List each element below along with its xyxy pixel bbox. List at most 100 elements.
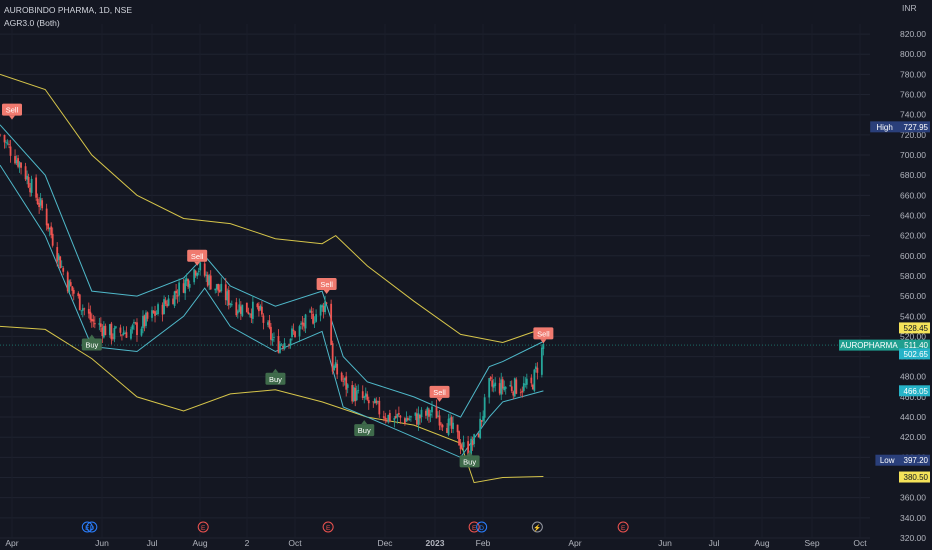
grid-lines <box>0 24 870 539</box>
candle-body <box>426 407 429 416</box>
candle-body <box>152 310 155 313</box>
event-marker[interactable]: ⚡ <box>531 521 543 533</box>
candle-body <box>197 271 200 272</box>
candle-body <box>154 311 156 316</box>
candle-body <box>239 306 242 314</box>
candle-body <box>494 382 497 387</box>
candle-body <box>354 387 357 402</box>
candle-body <box>206 274 209 286</box>
candle-body <box>435 406 438 419</box>
candle-body <box>267 322 269 325</box>
y-tick-label: 800.00 <box>900 49 926 59</box>
candle-body <box>397 413 400 415</box>
candle-body <box>387 414 390 423</box>
tag-value-box <box>899 471 930 483</box>
candle-body <box>35 177 38 198</box>
event-circle <box>476 521 488 533</box>
candle-body <box>250 313 253 319</box>
candle-body <box>45 208 48 226</box>
candle-body <box>220 283 223 292</box>
candle-body <box>39 198 42 206</box>
event-marker[interactable]: D <box>476 521 488 533</box>
signal-label: Sell <box>320 280 333 289</box>
buy-signal[interactable]: Buy <box>459 451 480 468</box>
band-line <box>0 325 544 484</box>
y-tick-label: 780.00 <box>900 69 926 79</box>
candle-body <box>345 376 348 390</box>
signal-box <box>265 372 286 385</box>
sell-signal[interactable]: Sell <box>429 385 450 402</box>
event-circle <box>322 521 334 533</box>
sell-signal[interactable]: Sell <box>316 278 337 295</box>
candle-body <box>309 310 311 313</box>
indicator-title[interactable]: AGR3.0 (Both) <box>4 18 60 28</box>
event-marker[interactable]: E <box>617 521 629 533</box>
candle-body <box>503 386 506 391</box>
event-label: D <box>89 525 94 532</box>
event-marker[interactable]: E <box>81 521 93 533</box>
candle-body <box>71 286 74 291</box>
signal-label: Buy <box>269 375 282 384</box>
x-tick-label: Dec <box>377 538 393 548</box>
candle-body <box>319 305 322 316</box>
candle-body <box>0 134 1 136</box>
candle-body <box>208 275 211 285</box>
event-marker[interactable]: E <box>322 521 334 533</box>
candle-body <box>235 302 238 316</box>
currency-label: INR <box>902 3 917 13</box>
candle-body <box>500 379 503 395</box>
signal-pointer <box>88 334 95 339</box>
buy-signal[interactable]: Buy <box>81 334 102 351</box>
signal-label: Buy <box>463 457 476 466</box>
candle-body <box>229 303 232 305</box>
event-marker[interactable]: D <box>86 521 98 533</box>
candle-body <box>241 304 244 316</box>
signal-pointer <box>194 261 201 266</box>
candle-body <box>270 326 272 340</box>
candle-body <box>488 378 491 398</box>
y-tick-label: 740.00 <box>900 110 926 120</box>
price-tag-cyan: 502.65 <box>899 348 930 360</box>
candle-body <box>155 313 158 315</box>
candle-body <box>111 337 114 339</box>
candle-body <box>173 291 176 306</box>
candle-body <box>20 162 22 168</box>
y-tick-label: 660.00 <box>900 190 926 200</box>
candle-body <box>188 284 191 288</box>
buy-signal[interactable]: Buy <box>265 368 286 385</box>
candle-body <box>163 299 165 315</box>
signals: Sell Buy Sell Buy Sell Buy Sell Buy Sell <box>2 103 554 468</box>
signal-pointer <box>436 397 443 402</box>
candle-body <box>416 413 418 425</box>
candle-body <box>382 416 385 418</box>
sell-signal[interactable]: Sell <box>2 103 22 120</box>
y-tick-label: 720.00 <box>900 130 926 140</box>
signal-pointer <box>540 339 547 344</box>
sell-signal[interactable]: Sell <box>533 327 554 344</box>
candle-body <box>351 385 354 402</box>
candle-body <box>300 323 302 325</box>
event-marker[interactable]: E <box>468 521 480 533</box>
candle-body <box>357 389 360 391</box>
sell-signal[interactable]: Sell <box>187 249 208 266</box>
symbol-title[interactable]: AUROBINDO PHARMA, 1D, NSE <box>4 5 132 15</box>
event-marker[interactable]: E <box>197 521 209 533</box>
y-tick-label: 700.00 <box>900 150 926 160</box>
signal-box <box>459 455 480 468</box>
candle-body <box>134 322 137 324</box>
candle-body <box>247 312 250 314</box>
candle-body <box>36 198 39 205</box>
candle-body <box>205 274 208 276</box>
candle-body <box>113 328 116 340</box>
y-tick-label: 680.00 <box>900 170 926 180</box>
candle-body <box>119 327 122 333</box>
buy-signal[interactable]: Buy <box>354 420 375 437</box>
candle-body <box>343 378 346 381</box>
candle-body <box>492 384 495 388</box>
candle-body <box>262 315 265 323</box>
candle-body <box>282 346 284 348</box>
candle-body <box>429 413 432 416</box>
candle-body <box>324 301 327 313</box>
candle-body <box>196 272 199 277</box>
